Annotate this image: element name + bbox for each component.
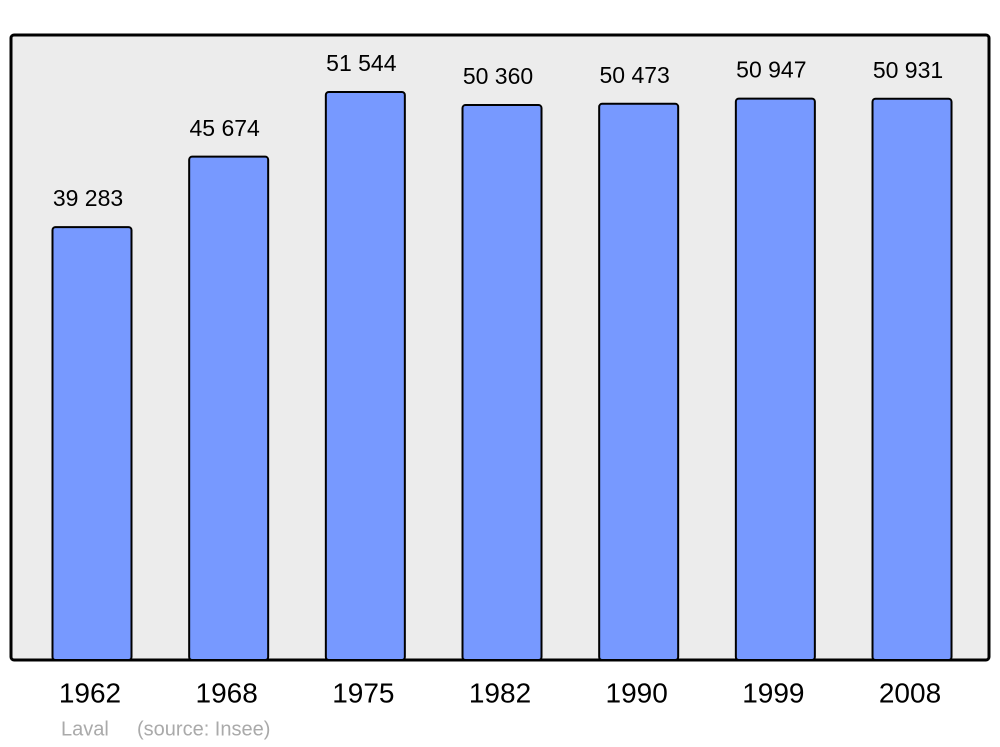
value-label: 39 283: [53, 185, 123, 211]
value-label: 50 360: [463, 63, 533, 89]
value-label: 50 931: [873, 57, 943, 83]
x-tick-label: 2008: [879, 677, 941, 708]
x-tick-label: 1990: [606, 677, 668, 708]
bar: [324, 91, 406, 661]
chart-title: Laval: [61, 718, 109, 740]
value-label: 45 674: [189, 115, 260, 141]
bar: [871, 97, 953, 662]
value-label: 50 947: [736, 57, 806, 83]
source-note: (source: Insee): [137, 718, 270, 740]
bar: [51, 226, 133, 662]
bar: [188, 155, 270, 661]
bar: [461, 104, 543, 661]
x-tick-label: 1982: [469, 677, 531, 708]
x-tick-label: 1999: [742, 677, 804, 708]
value-label: 51 544: [326, 50, 397, 76]
x-tick-label: 1962: [59, 677, 121, 708]
x-tick-label: 1975: [332, 677, 394, 708]
bar: [734, 97, 816, 661]
x-tick-label: 1968: [196, 677, 258, 708]
value-label: 50 473: [600, 62, 670, 88]
bar: [598, 102, 680, 661]
